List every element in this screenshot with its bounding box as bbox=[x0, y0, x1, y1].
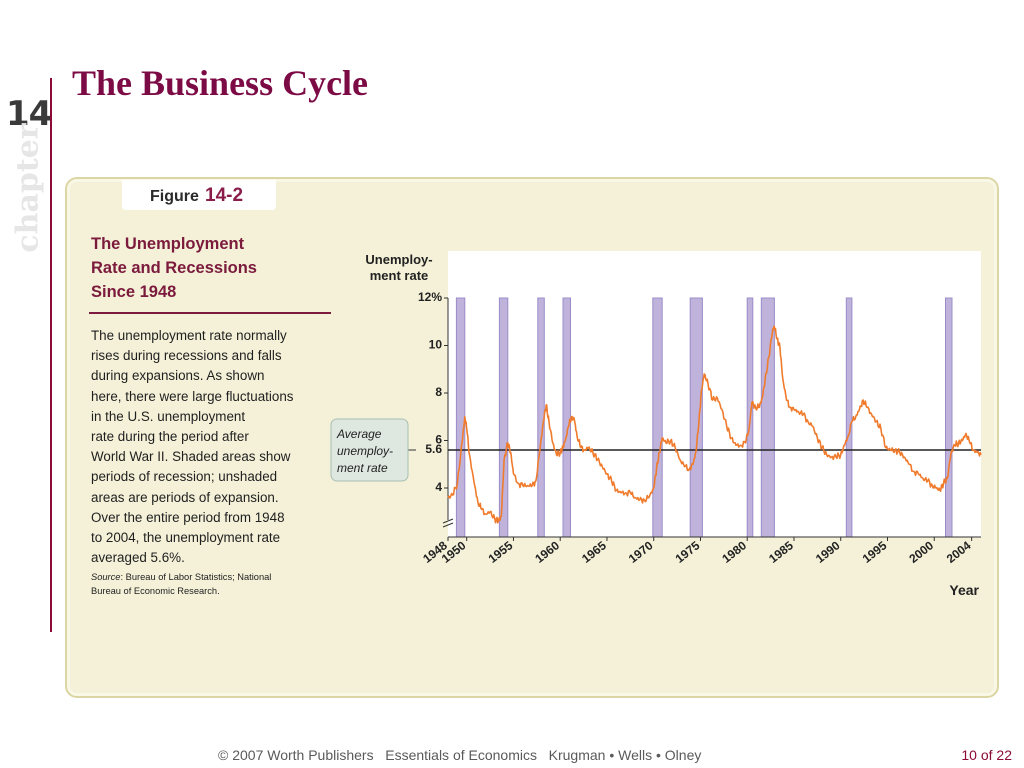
average-value-label: 5.6 bbox=[425, 442, 442, 456]
source-line: Bureau of Economic Research. bbox=[91, 586, 220, 596]
caption-line: Over the entire period from 1948 bbox=[91, 509, 285, 525]
recession-band-5 bbox=[689, 297, 703, 538]
x-axis-title: Year bbox=[949, 582, 979, 598]
x-tick-label: 1985 bbox=[766, 538, 796, 566]
x-tick-label: 1980 bbox=[719, 538, 749, 566]
x-tick-label: 1975 bbox=[673, 538, 703, 566]
source-line: Source: Bureau of Labor Statistics; Nati… bbox=[91, 570, 271, 584]
caption-line: to 2004, the unemployment rate bbox=[91, 530, 281, 546]
chapter-divider bbox=[50, 78, 52, 632]
slide-title: The Business Cycle bbox=[72, 63, 369, 103]
figure-title-rule bbox=[89, 312, 331, 314]
caption-line: World War II. Shaded areas show bbox=[91, 449, 291, 465]
recession-band-9 bbox=[945, 297, 953, 538]
y-axis-title-line: ment rate bbox=[370, 268, 429, 283]
source-label: Source bbox=[91, 572, 121, 582]
caption-line: averaged 5.6%. bbox=[91, 550, 185, 566]
average-annotation-box bbox=[330, 418, 409, 482]
figure-label: Figure bbox=[150, 188, 199, 205]
recession-band-0 bbox=[455, 297, 466, 538]
caption-line: The unemployment rate normally bbox=[91, 328, 287, 343]
x-tick-label: 2004 bbox=[944, 538, 974, 566]
caption-line: areas are periods of expansion. bbox=[91, 489, 279, 505]
y-tick-label: 10 bbox=[429, 338, 443, 352]
series-line-unemployment bbox=[447, 325, 982, 524]
figure-source: Source: Bureau of Labor Statistics; Nati… bbox=[91, 570, 271, 598]
y-axis-break bbox=[442, 518, 454, 528]
caption-line: during expansions. As shown bbox=[91, 368, 265, 384]
x-tick-label: 1960 bbox=[532, 538, 562, 566]
figure-title-line: The Unemployment bbox=[91, 235, 245, 253]
figure-caption: The unemployment rate normally rises dur… bbox=[91, 326, 336, 568]
average-annotation-line: Average bbox=[336, 427, 382, 441]
figure-tab bbox=[122, 180, 276, 210]
plot-area bbox=[448, 251, 981, 537]
figure-number: 14-2 bbox=[205, 185, 244, 206]
page-indicator: 10 of 22 bbox=[961, 747, 1012, 763]
average-annotation-line: ment rate bbox=[337, 461, 388, 475]
y-axis-ticks: 12% 10 8 6 4 bbox=[418, 290, 448, 494]
x-tick-label: 1995 bbox=[860, 538, 890, 566]
y-tick-label: 4 bbox=[435, 480, 442, 494]
y-tick-label: 6 bbox=[435, 433, 442, 447]
recession-band-4 bbox=[652, 297, 663, 538]
source-text: : Bureau of Labor Statistics; National bbox=[120, 572, 272, 582]
average-annotation-line: unemploy- bbox=[337, 444, 393, 458]
caption-line: in the U.S. unemployment bbox=[91, 408, 246, 424]
y-axis-break-mark bbox=[442, 518, 454, 524]
chapter-number: 14 bbox=[6, 94, 52, 134]
recession-band-1 bbox=[498, 297, 509, 538]
figure-title: The Unemployment Rate and Recessions Sin… bbox=[91, 232, 331, 304]
recession-band-8 bbox=[845, 297, 853, 538]
caption-line: periods of recession; unshaded bbox=[91, 469, 278, 485]
y-tick-label: 8 bbox=[435, 385, 442, 399]
y-axis-break-mark bbox=[442, 522, 454, 528]
x-tick-label: 2000 bbox=[906, 538, 936, 566]
recession-bands bbox=[455, 297, 953, 538]
caption-line: rises during recessions and falls bbox=[91, 348, 282, 364]
x-tick-label: 1955 bbox=[486, 538, 516, 566]
footer-credit: © 2007 Worth Publishers Essentials of Ec… bbox=[218, 747, 702, 763]
x-tick-label: 1965 bbox=[579, 538, 609, 566]
figure-title-line: Rate and Recessions bbox=[91, 259, 257, 277]
figure-title-line: Since 1948 bbox=[91, 283, 177, 301]
x-tick-label: 1970 bbox=[626, 538, 656, 566]
caption-line: rate during the period after bbox=[91, 429, 249, 445]
y-axis-title-line: Unemploy- bbox=[365, 252, 432, 267]
caption-line: here, there were large fluctuations bbox=[91, 388, 294, 404]
recession-band-3 bbox=[562, 297, 571, 538]
x-tick-label: 1990 bbox=[813, 538, 843, 566]
y-tick-label: 12% bbox=[418, 290, 442, 304]
